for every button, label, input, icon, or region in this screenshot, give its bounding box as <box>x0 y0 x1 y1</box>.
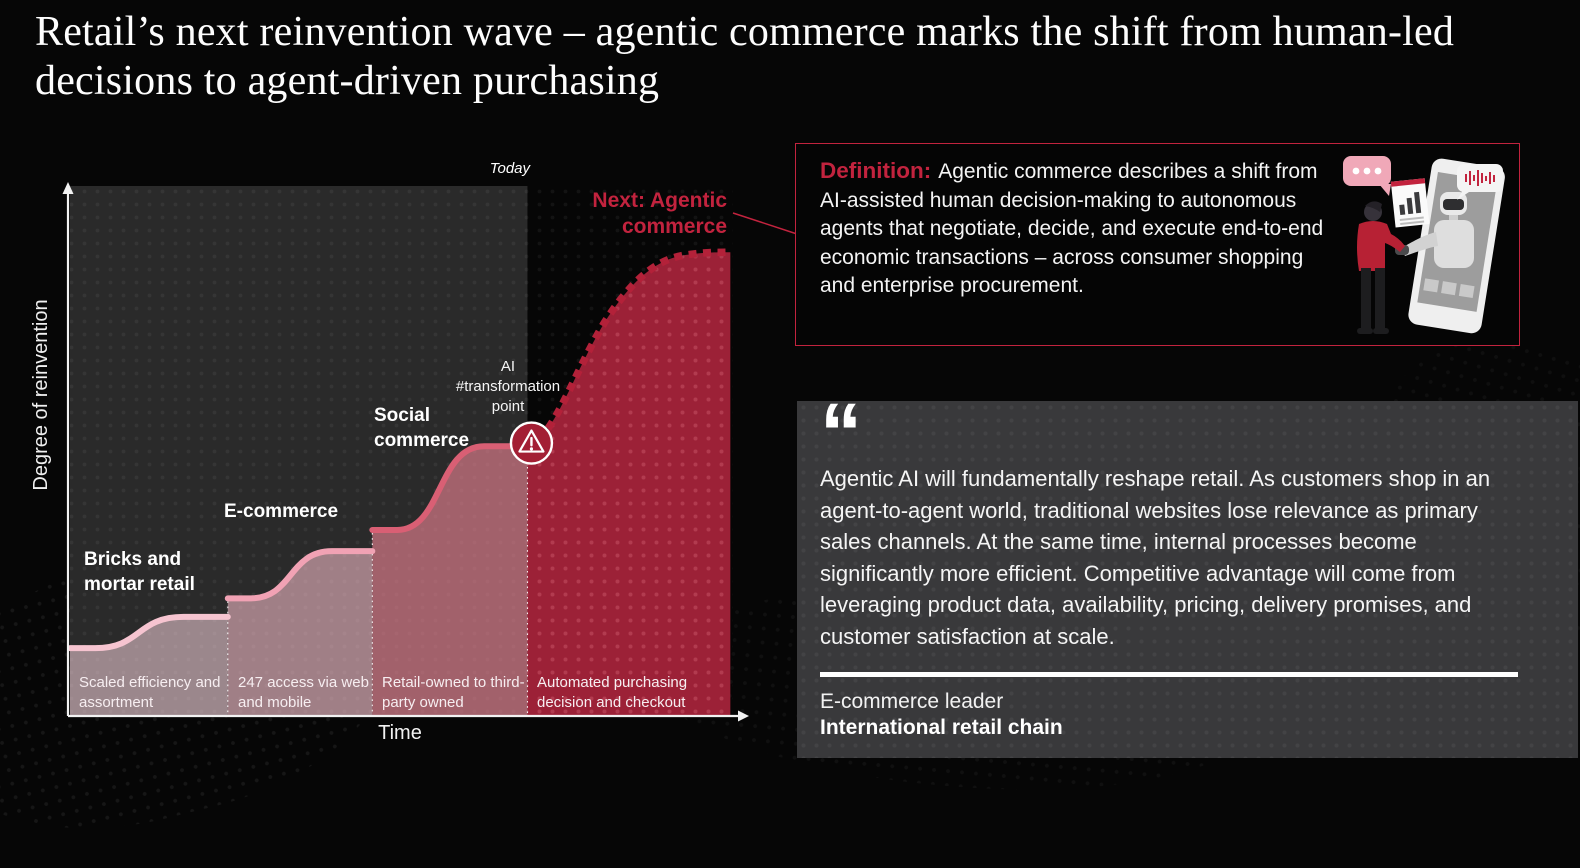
definition-box: Definition: Agentic commerce describes a … <box>795 143 1520 346</box>
today-marker-label: Today <box>489 160 530 177</box>
definition-heading: Definition: <box>820 158 932 183</box>
warning-icon <box>509 421 554 465</box>
quote-divider <box>820 672 1518 677</box>
chart-card-icon <box>1390 178 1430 228</box>
stage-label-ecommerce: E-commerce <box>224 501 339 522</box>
quote-attribution-role: E-commerce leader <box>820 690 1004 713</box>
ai-transformation-annotation: AI #transformation point <box>455 358 561 415</box>
definition-body: Agentic commerce describes a shift from … <box>820 160 1324 297</box>
y-axis-label: Degree of reinvention <box>30 299 52 491</box>
stage-label-bricks-and-mortar: Bricks and mortar retail <box>84 549 195 595</box>
stage-description-agentic: Automated purchasing decision and checko… <box>537 674 688 711</box>
quote-box: “ Agentic AI will fundamentally reshape … <box>797 401 1578 758</box>
stage-description-ecommerce: 247 access via web and mobile <box>238 674 369 711</box>
stage-label-agentic-commerce: Next: Agentic commerce <box>592 189 727 238</box>
stage-description-bricks: Scaled efficiency and assortment <box>79 674 221 711</box>
stage-label-social-commerce: Social commerce <box>374 405 470 451</box>
human-agent-illustration <box>1343 156 1505 334</box>
definition-text: Definition: Agentic commerce describes a … <box>820 157 1325 301</box>
quote-text: Agentic AI will fundamentally reshape re… <box>820 466 1491 649</box>
reinvention-chart-canvas <box>62 182 798 722</box>
voice-bubble-icon <box>1457 164 1503 200</box>
stage-description-social: Retail-owned to third-party owned <box>382 674 525 711</box>
human-figure <box>1357 201 1405 334</box>
quotation-mark-icon: “ <box>820 401 862 480</box>
chat-bubble-icon <box>1343 156 1391 196</box>
x-axis-label: Time <box>378 722 422 744</box>
robot-agent-figure <box>1395 192 1474 268</box>
slide-title: Retail’s next reinvention wave – agentic… <box>35 9 1455 104</box>
quote-attribution-org: International retail chain <box>820 716 1063 739</box>
